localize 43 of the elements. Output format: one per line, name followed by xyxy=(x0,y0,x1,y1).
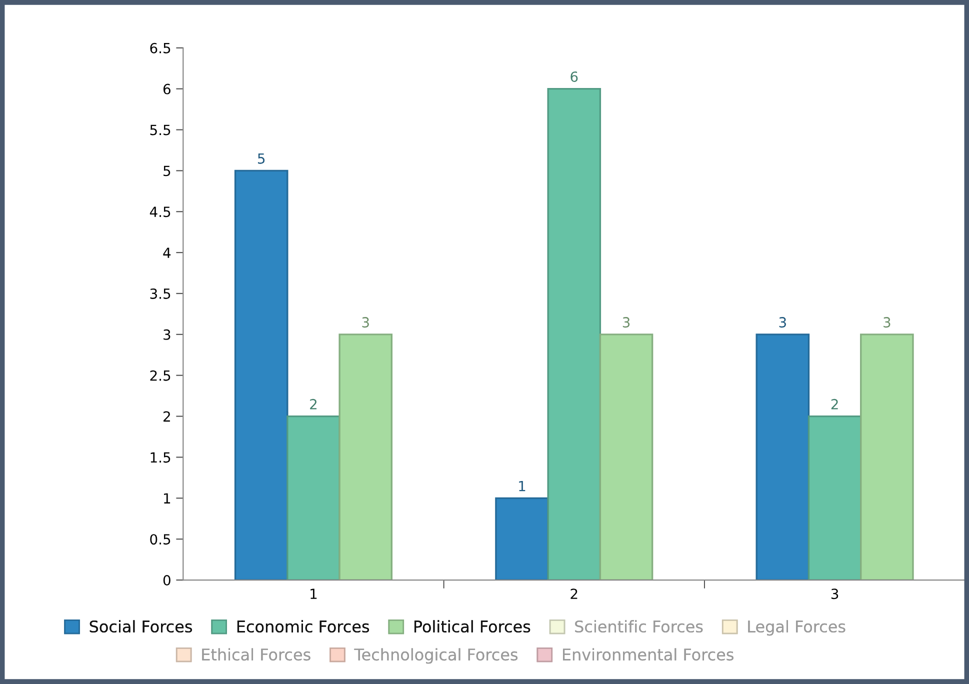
data-label: 1 xyxy=(519,480,526,492)
y-tick-label: 4 xyxy=(163,248,171,258)
y-tick-label: 0.5 xyxy=(150,534,170,545)
legend-label: Technological Forces xyxy=(354,648,518,664)
y-tick-label: 1.5 xyxy=(150,452,170,463)
y-tick-label: 0 xyxy=(163,575,170,586)
bar xyxy=(286,415,340,580)
y-tick-label: 3.5 xyxy=(150,288,170,299)
y-tick-label: 5 xyxy=(164,166,170,176)
legend-label: Political Forces xyxy=(414,620,530,633)
x-tick-label: 2 xyxy=(570,588,578,599)
bar xyxy=(756,334,810,580)
data-label: 2 xyxy=(831,398,838,410)
y-tick-label: 6 xyxy=(163,84,170,94)
data-label: 3 xyxy=(884,317,890,328)
y-tick-label: 2.5 xyxy=(150,370,170,381)
data-label: 3 xyxy=(779,317,786,328)
legend-label: Social Forces xyxy=(90,620,192,633)
bar xyxy=(234,170,288,580)
legend-label: Economic Forces xyxy=(237,620,370,633)
bar xyxy=(495,497,549,580)
y-tick-label: 2 xyxy=(164,411,170,422)
y-tick-label: 1 xyxy=(164,493,170,504)
y-tick-label: 6.5 xyxy=(150,42,170,54)
x-tick-label: 1 xyxy=(310,588,317,599)
legend-label: Legal Forces xyxy=(748,620,846,636)
bar xyxy=(599,334,654,580)
data-label: 5 xyxy=(258,154,265,164)
data-label: 2 xyxy=(310,398,316,410)
legend-label: Environmental Forces xyxy=(562,648,734,661)
y-tick-label: 5.5 xyxy=(150,124,170,136)
bar xyxy=(860,334,914,580)
legend-label: Scientific Forces xyxy=(575,620,703,633)
legend-label: Ethical Forces xyxy=(202,648,310,661)
bar xyxy=(547,88,602,580)
data-label: 6 xyxy=(570,71,578,82)
bar xyxy=(808,415,862,580)
bar xyxy=(338,334,393,580)
y-tick-label: 4.5 xyxy=(150,206,170,218)
data-label: 3 xyxy=(622,317,630,328)
data-label: 3 xyxy=(362,317,369,328)
y-tick-label: 3 xyxy=(164,329,170,340)
x-tick-label: 3 xyxy=(831,588,838,600)
